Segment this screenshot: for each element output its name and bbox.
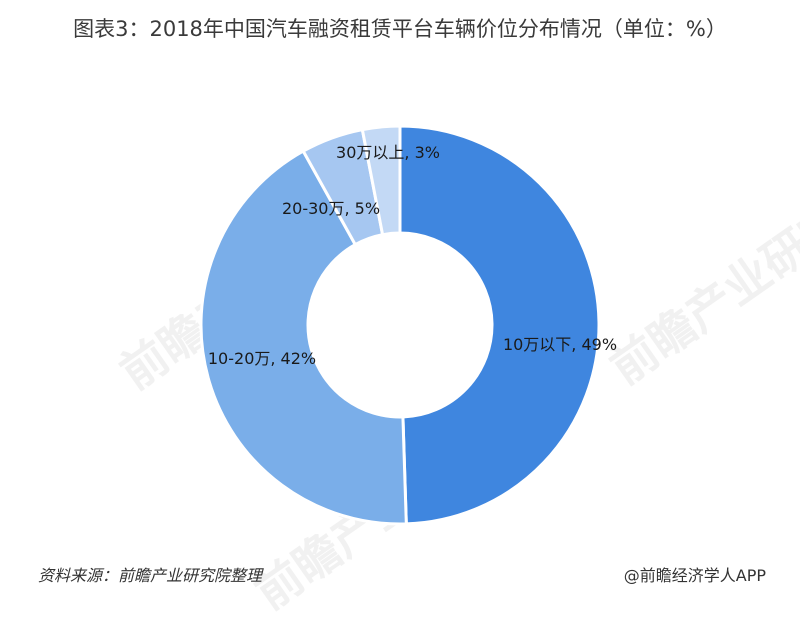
donut-chart-svg: 10万以下, 49% 10-20万, 42% 20-30万, 5% 30万以上, 3% [199, 124, 617, 526]
source-note: 资料来源：前瞻产业研究院整理 [38, 566, 263, 585]
donut-slice [398, 124, 601, 526]
slice-data-label: 30万以上, 3% [336, 143, 440, 162]
donut-slice [360, 124, 402, 237]
credit-note: @前瞻经济学人APP [623, 566, 766, 585]
slice-data-label: 10-20万, 42% [208, 349, 316, 368]
chart-title: 图表3：2018年中国汽车融资租赁平台车辆价位分布情况（单位：%） [73, 17, 727, 41]
slice-data-label: 10万以下, 49% [503, 335, 617, 354]
slice-data-label: 20-30万, 5% [282, 199, 380, 218]
donut-chart: 10万以下, 49% 10-20万, 42% 20-30万, 5% 30万以上, 3% [199, 124, 617, 526]
